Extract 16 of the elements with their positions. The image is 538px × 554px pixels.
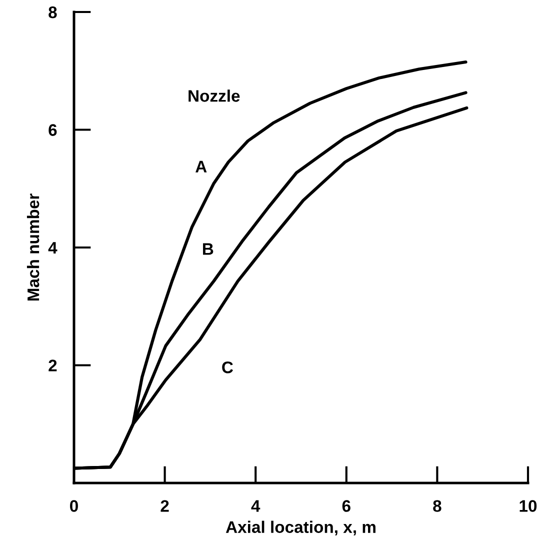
y-tick-label: 4 — [48, 242, 58, 254]
x-tick-label: 8 — [433, 500, 442, 512]
series-label: A — [196, 160, 207, 172]
series-label: B — [203, 243, 214, 255]
y-tick-label: 8 — [48, 6, 57, 18]
annotation: Nozzle — [188, 90, 240, 102]
x-tick-label: 6 — [342, 500, 350, 512]
x-tick-label: 4 — [251, 500, 260, 512]
x-tick-label: 2 — [160, 500, 169, 512]
series-label: C — [222, 361, 234, 374]
x-tick-label: 0 — [70, 500, 78, 512]
y-axis-title: Mach number — [26, 194, 40, 301]
x-axis-title: Axial location, x, m — [226, 520, 376, 536]
y-tick-label: 6 — [48, 124, 57, 136]
y-tick-label: 2 — [48, 360, 57, 372]
x-tick-label: 10 — [520, 500, 537, 512]
